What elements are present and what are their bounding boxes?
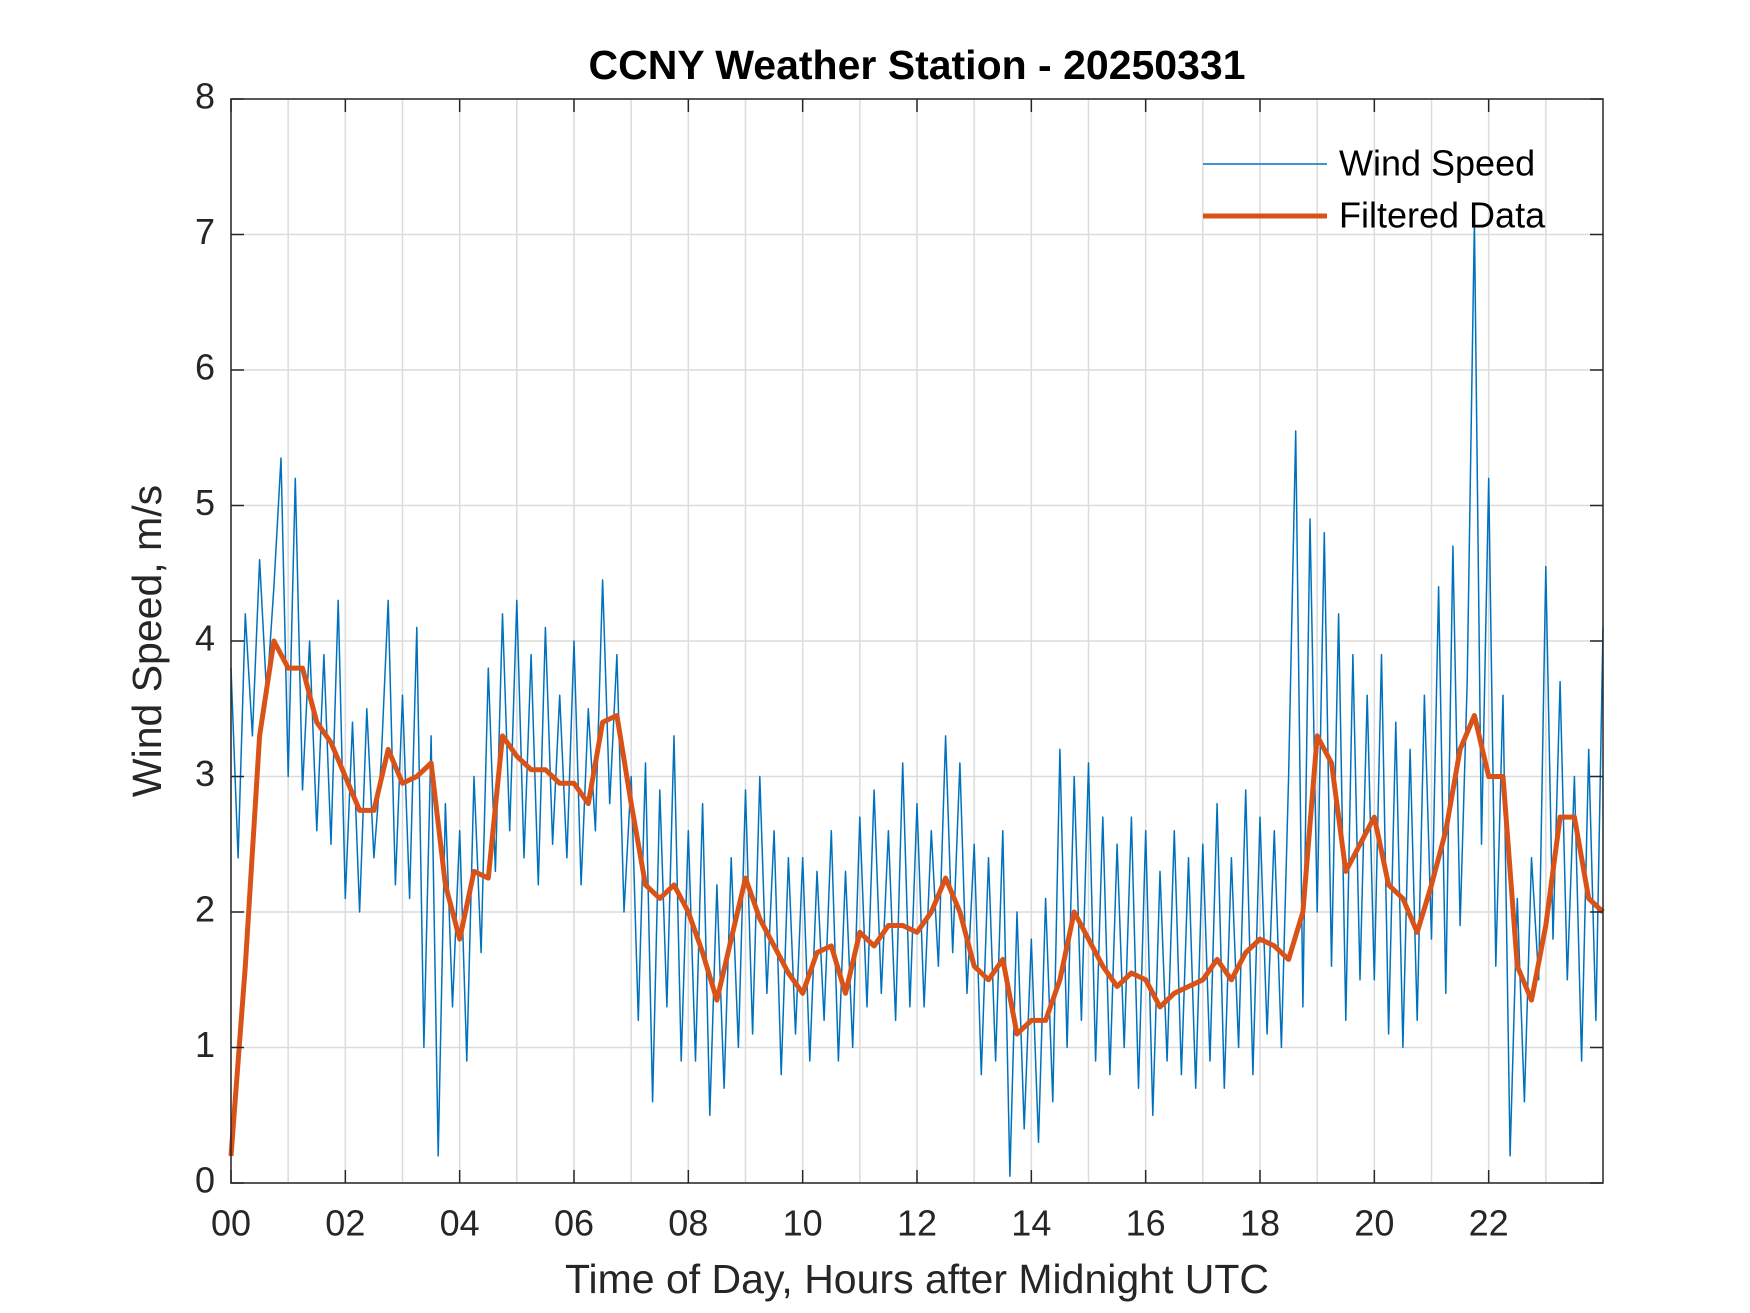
x-tick-label: 00 (211, 1203, 251, 1244)
x-tick-label: 22 (1469, 1203, 1509, 1244)
data-line (230, 220, 1604, 1177)
x-tick-label: 08 (668, 1203, 708, 1244)
x-tick-label: 12 (897, 1203, 937, 1244)
chart-title: CCNY Weather Station - 20250331 (588, 42, 1245, 88)
y-tick-label: 3 (195, 753, 215, 794)
y-tick-label: 0 (195, 1160, 215, 1201)
y-tick-label: 5 (195, 482, 215, 523)
x-tick-label: 20 (1354, 1203, 1394, 1244)
x-tick-label: 10 (783, 1203, 823, 1244)
y-tick-label: 1 (195, 1024, 215, 1065)
x-axis-label: Time of Day, Hours after Midnight UTC (565, 1256, 1269, 1302)
x-tick-label: 14 (1011, 1203, 1051, 1244)
y-tick-label: 2 (195, 889, 215, 930)
legend-label: Wind Speed (1339, 143, 1535, 184)
y-tick-label: 6 (195, 347, 215, 388)
y-tick-label: 7 (195, 211, 215, 252)
x-tick-label: 02 (325, 1203, 365, 1244)
x-tick-label: 18 (1240, 1203, 1280, 1244)
legend-label: Filtered Data (1339, 195, 1546, 236)
y-axis-label: Wind Speed, m/s (124, 485, 170, 797)
x-tick-label: 04 (440, 1203, 480, 1244)
x-tick-label: 16 (1126, 1203, 1166, 1244)
y-tick-label: 8 (195, 76, 215, 117)
data-line (228, 638, 1605, 1157)
y-tick-label: 4 (195, 618, 215, 659)
x-tick-label: 06 (554, 1203, 594, 1244)
